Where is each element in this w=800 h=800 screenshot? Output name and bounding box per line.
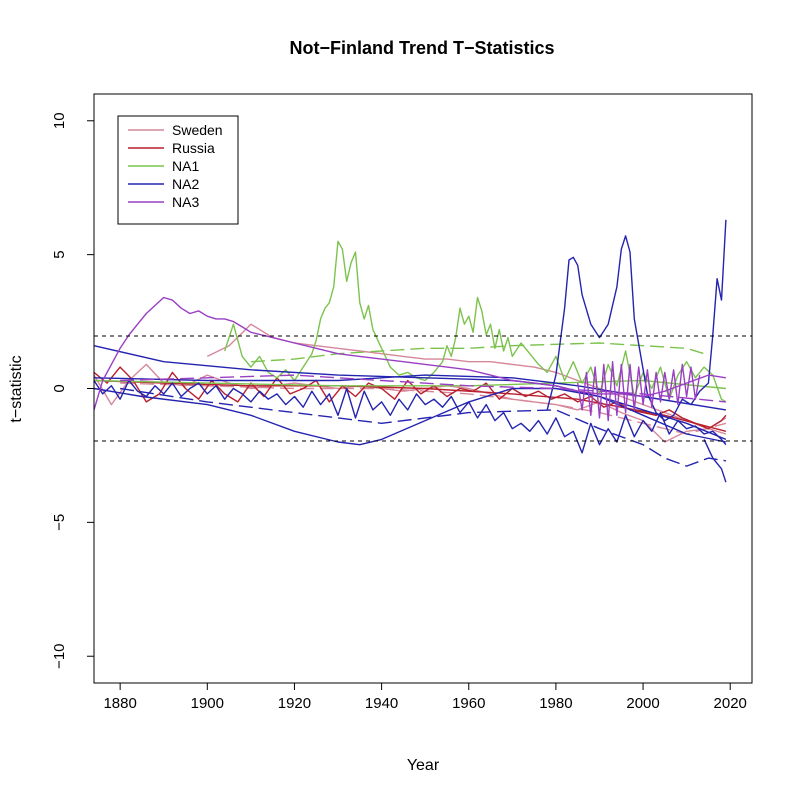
legend-label-na1: NA1 — [172, 158, 199, 174]
y-tick-label: 0 — [51, 384, 68, 392]
x-axis-label: Year — [407, 757, 440, 774]
x-tick-label: 2020 — [714, 695, 747, 712]
y-tick-label: −10 — [51, 644, 68, 669]
chart-title: Not−Finland Trend T−Statistics — [289, 38, 554, 58]
x-tick-label: 1920 — [278, 695, 311, 712]
x-tick-label: 1880 — [103, 695, 136, 712]
legend-label-na2: NA2 — [172, 176, 199, 192]
legend-label-na3: NA3 — [172, 194, 199, 210]
legend: Sweden Russia NA1 NA2 NA3 — [117, 115, 239, 225]
x-tick-label: 1940 — [365, 695, 398, 712]
x-tick-label: 2000 — [626, 695, 659, 712]
y-tick-label: 10 — [51, 112, 68, 129]
series-line-na1 — [224, 240, 727, 403]
series-line-na3 — [93, 296, 727, 411]
series-line-sweden — [120, 382, 727, 435]
plot-area — [93, 219, 752, 483]
y-tick-label: 5 — [51, 250, 68, 258]
axes: 1880 1900 1920 1940 1960 1980 2000 2020 −10 −5 0 5 1… — [51, 112, 747, 712]
y-tick-label: −5 — [51, 514, 68, 531]
series-line-na2 — [93, 387, 727, 446]
series-line-na2 — [546, 219, 727, 422]
series-line-na3 — [577, 361, 701, 422]
series-line-russia — [93, 379, 727, 432]
y-axis-label: t−statistic — [8, 355, 25, 422]
legend-label-russia: Russia — [172, 140, 215, 156]
x-tick-label: 1980 — [539, 695, 572, 712]
x-tick-label: 1960 — [452, 695, 485, 712]
series-line-na2 — [119, 387, 727, 467]
x-tick-label: 1900 — [191, 695, 224, 712]
series-line-na2 — [93, 379, 727, 454]
series-line-na3 — [120, 374, 726, 403]
legend-box — [117, 115, 239, 225]
legend-label-sweden: Sweden — [172, 122, 223, 138]
series-line-na1 — [250, 342, 705, 363]
series-line-na2 — [703, 439, 727, 483]
